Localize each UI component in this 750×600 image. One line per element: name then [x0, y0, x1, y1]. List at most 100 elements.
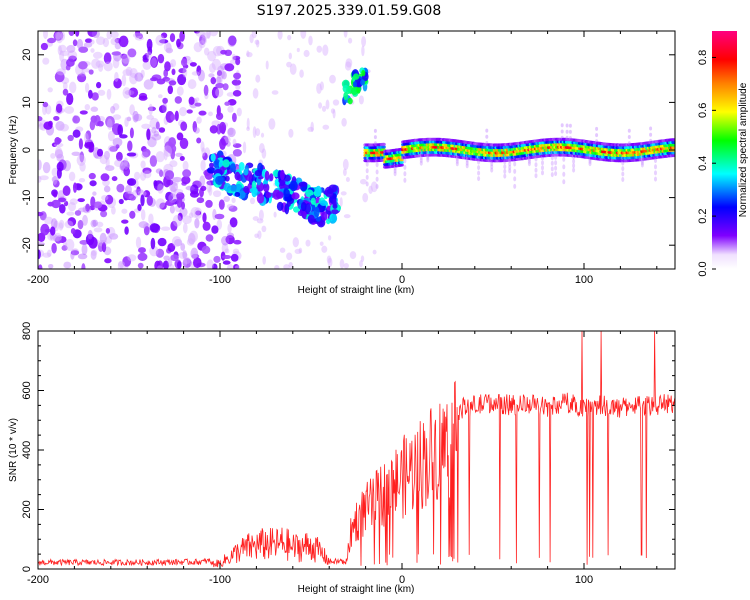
spectrogram-cell: [54, 149, 64, 159]
spectrogram-cell: [56, 235, 63, 241]
spectrogram-cell: [226, 92, 235, 97]
spectrogram-cell: [232, 90, 242, 97]
spectrogram-cell: [169, 205, 175, 214]
spectrogram-cell: [83, 42, 93, 48]
spectrogram-cell: [71, 114, 81, 124]
spectrogram-cell: [118, 35, 129, 48]
spectrogram-cell: [287, 34, 292, 41]
spectrogram-cell: [67, 202, 77, 212]
spectrogram-cell: [271, 90, 279, 95]
spectrogram-cell: [187, 233, 196, 245]
spectrogram-cell: [79, 151, 85, 163]
spectrogram-cell: [224, 63, 235, 72]
spectrogram-cell: [84, 103, 91, 111]
spectrogram-cell: [588, 158, 592, 164]
spectrogram-cell: [52, 176, 58, 185]
spectrogram-cell: [126, 116, 132, 122]
spectrogram-cell: [129, 72, 138, 85]
spectrogram-cell: [299, 69, 304, 78]
spectrogram-cell: [465, 160, 469, 166]
spectrogram-cell: [99, 232, 107, 244]
spectrogram-cell: [361, 69, 366, 77]
spectrogram-cell: [381, 142, 386, 146]
spectrogram-cell: [215, 112, 224, 120]
colorbar-tick-label: 0.4: [697, 156, 709, 171]
spectrogram-cell: [163, 255, 171, 261]
spectrogram-cell: [318, 102, 323, 109]
spectrogram-cell: [342, 158, 349, 171]
spectrogram-cell: [132, 110, 139, 123]
spectrogram-cell: [226, 232, 235, 239]
spectrogram-cell: [289, 180, 298, 192]
spectrogram-cell: [103, 185, 111, 193]
spectrogram-cell: [223, 195, 231, 203]
spectrogram-cell: [176, 86, 184, 96]
spectrogram-cell: [95, 60, 105, 68]
spectrogram-cell: [654, 164, 657, 170]
spectrogram-cell: [332, 198, 337, 207]
spectrogram-cell: [205, 234, 214, 242]
spectrogram-cell: [105, 235, 112, 244]
spectrogram-cell: [84, 38, 93, 44]
spectrogram-cell: [90, 48, 95, 53]
spectrogram-cell: [182, 160, 189, 171]
spectrogram-cell: [403, 164, 407, 170]
spectrogram-cell: [565, 129, 569, 134]
spectrogram-cell: [150, 237, 156, 250]
spectrogram-cell: [196, 65, 202, 76]
spectrogram-cell: [180, 243, 186, 251]
spectrogram-cell: [560, 123, 564, 128]
spectrogram-cell: [110, 31, 119, 39]
spectrogram-cell: [142, 148, 151, 158]
spectrogram-cell: [180, 201, 186, 210]
spectrogram-cell: [104, 194, 114, 205]
spectrogram-cell: [225, 234, 235, 245]
spectrogram-cell: [249, 187, 258, 194]
spectrogram-cell: [621, 171, 625, 177]
spectrogram-cell: [562, 164, 566, 170]
spectrogram-cell: [375, 184, 379, 189]
spectrogram-cell: [85, 203, 90, 212]
spectrogram-cell: [621, 177, 625, 182]
spectrogram-cell: [40, 42, 48, 51]
spectrogram-cell: [485, 134, 489, 139]
spectrogram-cell: [319, 81, 324, 91]
spectrogram-cell: [234, 171, 241, 181]
spectrogram-cell: [149, 155, 158, 167]
spectrogram-cell: [79, 110, 88, 115]
spectrogram-cell: [176, 38, 181, 48]
spectrogram-cell: [125, 184, 132, 195]
spectrogram-cell: [256, 193, 265, 204]
spectrogram-cell: [534, 162, 538, 168]
snr-xtick-label: 0: [399, 574, 405, 586]
spectrogram-cell: [156, 265, 163, 269]
spectrogram-cell: [90, 250, 97, 260]
spectrogram-cell: [222, 260, 231, 265]
spectrogram-cell: [69, 198, 78, 206]
spectrogram-cell: [313, 206, 320, 218]
spectrogram-cell: [157, 53, 165, 64]
spectrogram-cell: [76, 38, 84, 50]
spectrogram-cell: [310, 197, 316, 205]
spectrogram-cell: [370, 181, 378, 193]
spectrogram-cell: [143, 79, 154, 90]
spectrogram-cell: [527, 158, 531, 164]
spectrogram-cell: [182, 67, 188, 78]
spectrogram-cell: [127, 140, 133, 152]
spectrogram-ytick-label: 20: [21, 49, 33, 61]
spectrogram-cell: [105, 116, 115, 128]
spectrogram-cell: [283, 188, 290, 198]
spectrogram-cell: [503, 173, 507, 179]
spectrogram-cell: [80, 71, 86, 77]
spectrogram-cell: [305, 239, 311, 247]
spectrogram-cell: [252, 216, 259, 221]
spectrogram-cell: [197, 69, 205, 82]
spectrogram-cell: [231, 197, 236, 204]
spectrogram-cell: [223, 182, 232, 192]
spectrogram-ytick-label: 0: [21, 147, 33, 153]
spectrogram-cell: [110, 37, 119, 46]
spectrogram-cell: [218, 199, 225, 210]
spectrogram-cell: [477, 165, 481, 171]
spectrogram-cell: [110, 105, 116, 114]
spectrogram-cell: [65, 238, 75, 251]
